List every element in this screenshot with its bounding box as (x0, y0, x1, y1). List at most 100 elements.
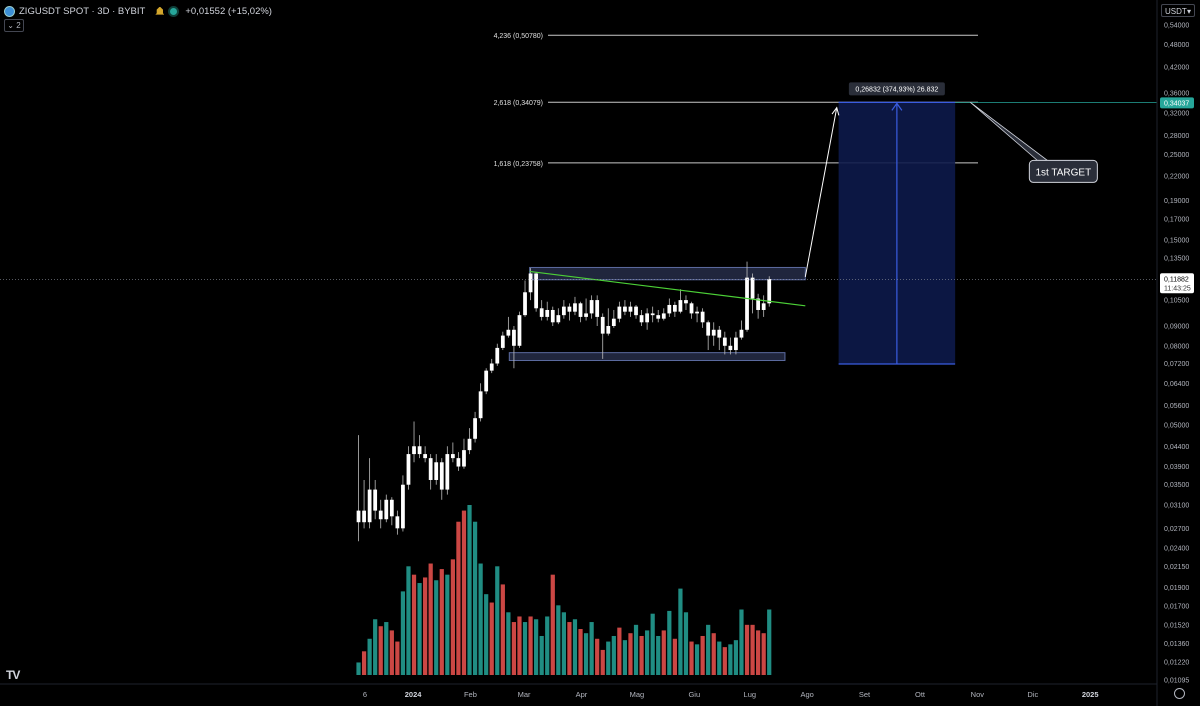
volume-bar (472, 521, 478, 675)
price-tick-label: 0,17000 (1164, 217, 1189, 224)
candle-body (761, 303, 766, 310)
volume-bar (578, 629, 583, 675)
indicator-collapse-button[interactable]: ⌄ 2 (4, 19, 24, 32)
volume-bar (545, 616, 550, 675)
candle-body (362, 510, 366, 523)
candle-body (434, 462, 439, 480)
volume-bar (445, 574, 450, 675)
volume-bar (411, 574, 417, 675)
volume-bar (739, 609, 744, 675)
volume-bar (750, 624, 755, 675)
volume-bar (367, 638, 372, 675)
candle-body (678, 300, 683, 312)
time-tick-label: Apr (576, 690, 588, 699)
candle-body (389, 499, 394, 517)
candle-body (484, 370, 489, 392)
candle-body (584, 313, 588, 317)
volume-bar (500, 584, 505, 675)
candle-body (378, 510, 383, 520)
time-tick-label: Ago (800, 690, 813, 699)
candle-body (645, 313, 650, 323)
candle-body (512, 329, 516, 346)
volume-bar (517, 616, 522, 675)
candle-body (462, 450, 466, 467)
price-tick-label: 0,02150 (1164, 564, 1189, 571)
current-price-label: 0,11882 (1164, 276, 1189, 283)
candle-body (656, 315, 661, 319)
candle-body (506, 329, 511, 336)
fib-level-label: 1,618 (0,23758) (494, 161, 543, 168)
price-tick-label: 0,36000 (1164, 91, 1189, 98)
price-axis[interactable]: 0,54000 0,48000 0,42000 0,36000 0,32000 0,280… (1156, 0, 1189, 706)
volume-bar (522, 622, 528, 675)
tradingview-logo-icon[interactable]: TV (6, 668, 20, 682)
projection-arrow-head (831, 106, 840, 116)
volume-bar (694, 644, 700, 675)
measure-tooltip-bg (848, 82, 945, 96)
candle-body (623, 306, 627, 312)
callout-pointer (970, 102, 1049, 161)
price-tick-label: 0,01360 (1164, 641, 1189, 648)
candle-body (528, 273, 533, 293)
alert-bell-icon[interactable] (155, 6, 165, 15)
volume-bar (583, 633, 589, 675)
time-tick-label: Mag (630, 690, 645, 699)
volume-bar (506, 612, 511, 675)
volume-bar (700, 635, 705, 675)
candle-body (639, 315, 644, 323)
chart-header: ZIGUSDT SPOT · 3D · BYBIT +0,01552 (+15,… (4, 3, 272, 19)
price-tick-label: 0,05600 (1164, 403, 1189, 410)
price-tick-label: 0,04400 (1164, 444, 1189, 451)
price-tick-label: 0,10500 (1164, 298, 1189, 305)
measure-arrow-head (891, 102, 903, 111)
volume-bar (534, 619, 539, 675)
volume-bar (356, 662, 361, 675)
volume-bar (606, 641, 611, 675)
volume-bar (744, 624, 750, 675)
range-box-support (508, 352, 786, 361)
volume-bar (478, 563, 483, 675)
price-tick-label: 0,19000 (1164, 198, 1189, 205)
candle-body (650, 313, 655, 316)
volume-bar (689, 641, 694, 675)
price-tick-label: 0,48000 (1164, 42, 1189, 49)
symbol-title[interactable]: ZIGUSDT SPOT · 3D · BYBIT (19, 5, 146, 17)
time-axis[interactable]: 6 2024 Feb Mar Apr Mag Giu Lug Ago Set Ott Nov Dic 20… (0, 683, 1157, 699)
candle-body (739, 329, 744, 338)
price-tick-label: 0,03900 (1164, 464, 1189, 471)
target-price-badge (1160, 97, 1194, 109)
price-tick-label: 0,01520 (1164, 622, 1189, 629)
price-tick-label: 0,08000 (1164, 343, 1189, 350)
volume-bar (733, 640, 739, 675)
volume-bars (356, 505, 772, 675)
volume-bar (539, 635, 544, 675)
market-open-icon (170, 7, 178, 15)
target-callout-box (1028, 159, 1098, 183)
candle-body (706, 322, 711, 336)
time-tick-label: Mar (518, 690, 531, 699)
price-tick-label: 0,06400 (1164, 381, 1189, 388)
price-tick-label: 0,02400 (1164, 546, 1189, 553)
candle-body (667, 304, 672, 314)
candle-body (689, 303, 694, 314)
price-change: +0,01552 (+15,02%) (185, 5, 272, 17)
exchange-logo-icon (4, 5, 15, 17)
volume-bar (717, 641, 722, 675)
candle-body (439, 462, 444, 490)
candle-body (550, 309, 555, 323)
volume-bar (434, 580, 439, 675)
volume-bar (484, 594, 489, 675)
volume-bar (628, 633, 633, 675)
volume-bar (400, 591, 406, 675)
price-tick-label: 0,03500 (1164, 482, 1189, 489)
currency-label: USDT (1165, 7, 1187, 16)
candle-body (700, 311, 705, 323)
settings-icon[interactable] (1174, 688, 1185, 699)
volume-bar (395, 641, 400, 675)
currency-select[interactable]: USDT ▾ (1161, 4, 1195, 17)
price-tick-label: 0,01700 (1164, 604, 1189, 611)
volume-bar (761, 633, 766, 675)
volume-bar (528, 616, 533, 675)
time-tick-label: 2025 (1082, 690, 1099, 699)
